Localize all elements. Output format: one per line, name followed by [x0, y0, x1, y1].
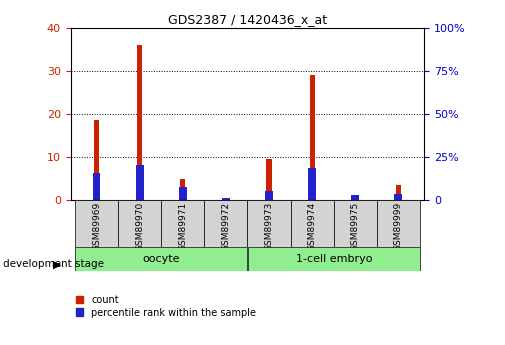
Legend: count, percentile rank within the sample: count, percentile rank within the sample [76, 295, 256, 318]
Bar [290, 200, 334, 247]
Bar [248, 247, 420, 271]
Text: GSM89970: GSM89970 [135, 201, 144, 251]
Bar [205, 200, 247, 247]
Bar [267, 159, 272, 200]
Bar [136, 165, 143, 200]
Bar [161, 200, 205, 247]
Bar [396, 185, 401, 200]
Bar [352, 195, 358, 200]
Bar [377, 200, 420, 247]
Text: GSM89971: GSM89971 [178, 201, 187, 251]
Bar [351, 195, 359, 200]
Bar [222, 197, 230, 200]
Text: ▶: ▶ [54, 260, 62, 269]
Bar [137, 45, 142, 200]
Bar [75, 247, 246, 271]
Text: GSM89974: GSM89974 [308, 201, 317, 250]
Bar [223, 199, 228, 200]
Text: GSM89972: GSM89972 [221, 201, 230, 250]
Title: GDS2387 / 1420436_x_at: GDS2387 / 1420436_x_at [168, 13, 327, 27]
Text: GSM89975: GSM89975 [351, 201, 360, 251]
Bar [180, 179, 185, 200]
Bar [265, 190, 273, 200]
Text: GSM89999: GSM89999 [394, 201, 403, 251]
Bar [247, 200, 290, 247]
Text: GSM89969: GSM89969 [92, 201, 101, 251]
Bar [118, 200, 161, 247]
Bar [179, 187, 187, 200]
Bar [308, 168, 316, 200]
Bar [75, 200, 118, 247]
Bar [94, 120, 99, 200]
Bar [334, 200, 377, 247]
Text: GSM89973: GSM89973 [265, 201, 274, 251]
Text: development stage: development stage [3, 259, 104, 269]
Bar [310, 75, 315, 200]
Bar [394, 194, 402, 200]
Text: 1-cell embryo: 1-cell embryo [296, 254, 372, 264]
Bar [93, 172, 100, 200]
Text: oocyte: oocyte [142, 254, 180, 264]
